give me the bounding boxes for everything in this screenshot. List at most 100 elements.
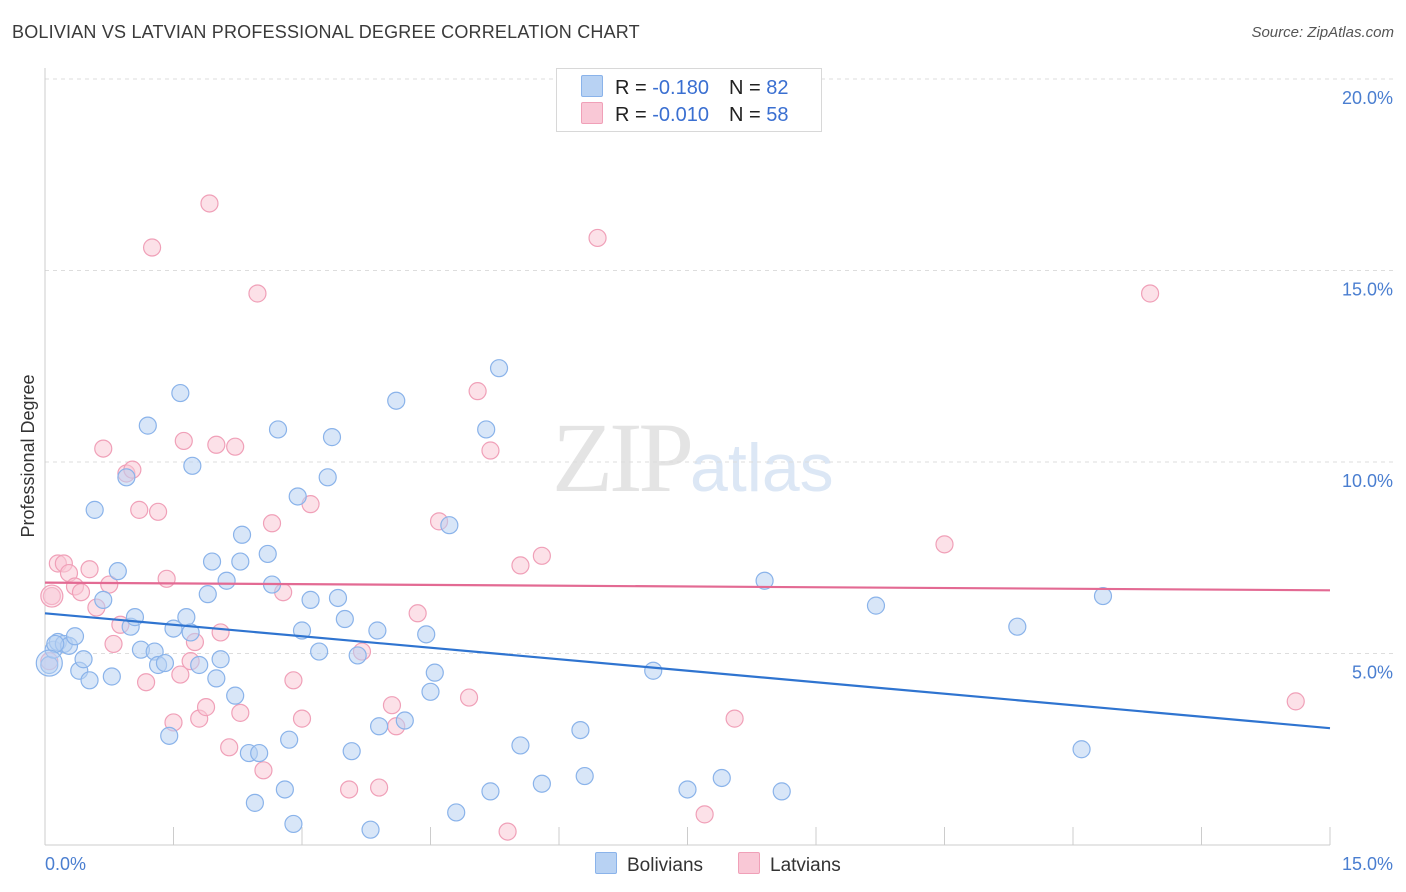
bolivian-point	[301, 590, 320, 609]
latvian-point	[532, 546, 551, 565]
bolivian-point	[211, 650, 230, 669]
latvian-point	[71, 583, 91, 602]
bolivian-point	[292, 621, 312, 640]
bolivian-point	[575, 766, 594, 786]
legend-r-value: -0.010	[652, 104, 709, 126]
latvian-point	[207, 435, 226, 454]
latvian-point	[695, 805, 714, 824]
bolivian-point	[644, 661, 663, 680]
bolivian-point	[80, 671, 99, 690]
latvian-point	[248, 284, 267, 303]
bolivian-point	[1008, 617, 1027, 636]
bolivian-point	[395, 711, 414, 730]
watermark-atlas: atlas	[690, 430, 834, 506]
bolivian-point	[65, 627, 85, 646]
latvian-point	[511, 556, 530, 575]
latvian-point	[725, 709, 744, 728]
bolivian-point	[155, 653, 175, 673]
bolivian-point	[481, 782, 500, 801]
legend-n-value: 58	[766, 104, 789, 126]
latvian-point	[196, 698, 216, 717]
legend-r-label: R =	[615, 77, 653, 99]
latvian-point	[157, 569, 176, 588]
legend-r-label: R =	[615, 104, 653, 126]
bolivian-point	[85, 500, 104, 519]
latvian-point	[254, 761, 273, 780]
bolivian-point	[310, 642, 329, 661]
bolivian-point	[138, 416, 157, 435]
bolivian-point	[198, 585, 217, 604]
y-tick-label: 15.0%	[1342, 280, 1393, 300]
legend-item-latvians[interactable]: Latvians	[738, 852, 841, 877]
bolivian-point	[177, 608, 196, 627]
bolivian-point	[35, 649, 63, 677]
bolivian-point	[288, 487, 307, 506]
bolivian-point	[226, 686, 245, 705]
correlation-legend: R = -0.180 N = 82 R = -0.010 N = 58	[556, 68, 822, 132]
bolivian-point	[284, 814, 303, 834]
bolivian-point	[74, 650, 93, 669]
bolivian-point	[183, 456, 202, 475]
bolivian-point	[275, 780, 294, 799]
bolivian-point	[280, 730, 299, 749]
latvian-point	[42, 586, 61, 606]
bolivian-point	[231, 552, 250, 571]
latvian-point	[40, 584, 64, 608]
latvian-point	[262, 514, 282, 533]
bolivians-swatch	[581, 75, 603, 97]
latvian-point	[408, 604, 427, 623]
latvian-point	[200, 194, 219, 213]
bolivian-point	[370, 717, 389, 736]
y-tick-label: 5.0%	[1352, 663, 1393, 683]
bolivian-point	[108, 562, 127, 581]
bolivian-point	[46, 634, 65, 654]
bolivian-point	[417, 625, 436, 644]
latvians-trend-line	[44, 581, 1331, 592]
bolivian-point	[368, 621, 387, 640]
bolivian-point	[532, 774, 551, 793]
latvian-point	[80, 560, 99, 579]
bolivian-point	[387, 391, 406, 410]
legend-r-value: -0.180	[652, 77, 709, 99]
bolivian-point	[477, 420, 496, 439]
legend-item-bolivians[interactable]: Bolivians	[595, 852, 703, 877]
trend-lines	[44, 581, 1331, 730]
bolivian-point	[318, 468, 337, 487]
latvian-point	[935, 535, 954, 554]
bolivian-point	[421, 682, 440, 701]
latvian-point	[459, 688, 479, 707]
bolivian-point	[348, 646, 367, 665]
latvians-swatch	[581, 102, 603, 124]
legend-label-latvians: Latvians	[770, 855, 841, 876]
bolivian-point	[361, 820, 380, 839]
x-tick-label: 0.0%	[45, 854, 86, 874]
bolivian-point	[250, 743, 269, 763]
latvian-point	[588, 228, 607, 248]
legend-n-value: 82	[766, 77, 789, 99]
bolivian-point	[268, 420, 288, 439]
bolivians-trend-line	[44, 612, 1331, 730]
legend-n-label: N =	[728, 104, 767, 126]
bolivian-point	[190, 655, 209, 675]
bolivian-point	[772, 782, 791, 801]
bolivian-point	[511, 736, 530, 755]
bolivian-point	[678, 780, 697, 799]
latvian-point	[94, 439, 113, 458]
bolivian-point	[160, 726, 179, 745]
watermark-zip: ZIP	[552, 402, 694, 513]
latvian-point	[136, 673, 156, 692]
bolivian-point	[125, 608, 145, 627]
bolivian-point	[94, 590, 113, 609]
bolivian-point	[1072, 740, 1091, 759]
bolivian-point	[117, 468, 136, 487]
bolivian-point	[102, 667, 121, 686]
latvian-point	[498, 822, 517, 841]
legend-n-label: N =	[728, 77, 767, 99]
latvian-point	[284, 671, 303, 690]
bolivian-point	[232, 525, 252, 544]
bolivian-point	[202, 552, 222, 571]
bolivian-point	[181, 623, 200, 642]
watermark: ZIPatlas	[552, 400, 834, 515]
x-tick-label: 15.0%	[1342, 854, 1393, 874]
